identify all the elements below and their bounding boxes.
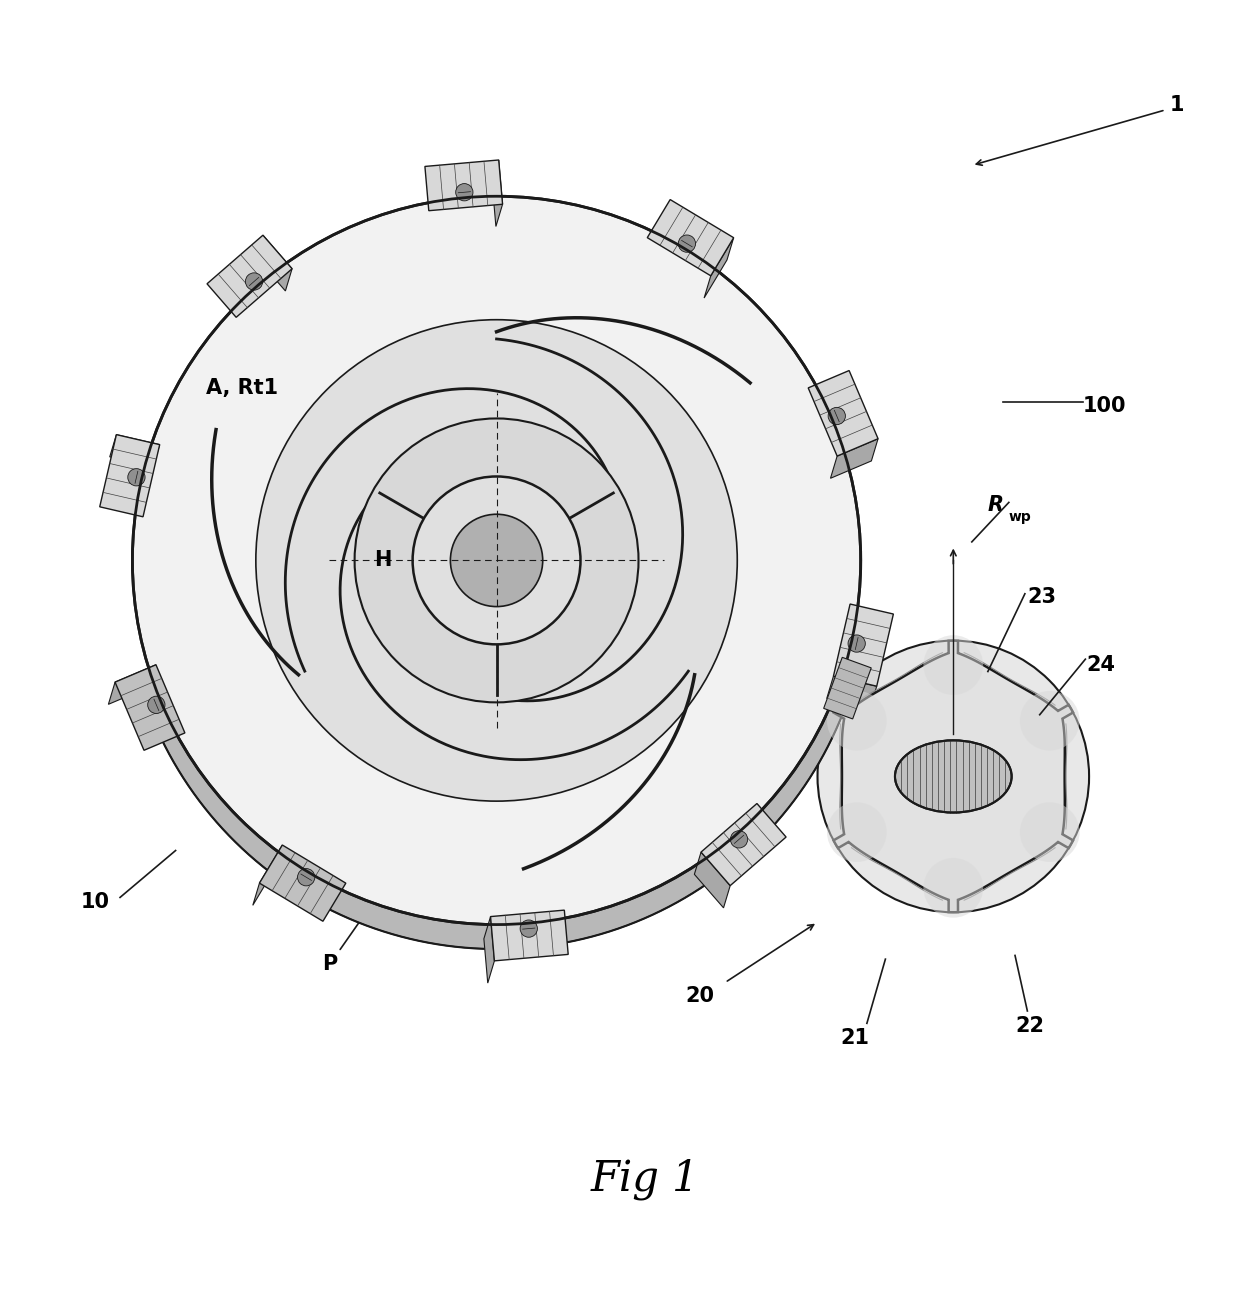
Circle shape (133, 196, 861, 925)
Circle shape (924, 858, 983, 918)
Circle shape (811, 635, 1095, 918)
Circle shape (817, 641, 1089, 912)
Text: 1: 1 (1169, 95, 1184, 115)
Polygon shape (115, 665, 185, 751)
Polygon shape (701, 803, 786, 885)
Polygon shape (253, 845, 283, 905)
Text: Fig 1: Fig 1 (590, 1158, 699, 1200)
Circle shape (450, 515, 543, 606)
Circle shape (148, 696, 165, 713)
Polygon shape (491, 910, 568, 961)
Polygon shape (647, 200, 734, 276)
Circle shape (1019, 802, 1080, 862)
Polygon shape (259, 845, 346, 921)
Polygon shape (694, 852, 730, 908)
Polygon shape (146, 684, 847, 949)
Polygon shape (108, 665, 156, 704)
Polygon shape (484, 917, 495, 983)
Polygon shape (207, 235, 293, 317)
Text: 100: 100 (1083, 396, 1126, 417)
Text: 10: 10 (81, 892, 110, 913)
Ellipse shape (895, 741, 1012, 812)
Circle shape (924, 635, 983, 695)
Polygon shape (109, 435, 160, 466)
Circle shape (413, 477, 580, 644)
Circle shape (128, 469, 145, 486)
Polygon shape (257, 235, 293, 291)
Polygon shape (425, 159, 502, 210)
Polygon shape (823, 657, 872, 718)
Text: A, Rt1: A, Rt1 (207, 377, 279, 397)
Text: P: P (322, 955, 337, 974)
Circle shape (520, 919, 537, 938)
Polygon shape (704, 238, 734, 298)
Polygon shape (827, 677, 877, 708)
Circle shape (1019, 691, 1080, 751)
Text: 23: 23 (1028, 588, 1056, 607)
Circle shape (255, 320, 738, 801)
Polygon shape (833, 605, 893, 686)
Text: H: H (374, 550, 392, 571)
Circle shape (827, 802, 887, 862)
Circle shape (730, 831, 748, 848)
Text: wp: wp (1009, 511, 1032, 524)
Text: R: R (988, 495, 1004, 515)
Circle shape (120, 184, 873, 936)
Polygon shape (99, 435, 160, 517)
Text: 22: 22 (1016, 1016, 1044, 1036)
Circle shape (848, 635, 866, 652)
Circle shape (828, 407, 846, 424)
Circle shape (827, 691, 887, 751)
Circle shape (456, 184, 472, 201)
Polygon shape (831, 439, 878, 478)
Polygon shape (492, 159, 502, 226)
Polygon shape (808, 371, 878, 456)
Text: 24: 24 (1086, 656, 1116, 675)
Circle shape (678, 235, 696, 252)
Circle shape (298, 868, 315, 885)
Text: 20: 20 (686, 986, 714, 1006)
Circle shape (355, 418, 639, 703)
Polygon shape (833, 641, 1073, 912)
Text: 21: 21 (839, 1028, 869, 1049)
Circle shape (246, 273, 263, 290)
